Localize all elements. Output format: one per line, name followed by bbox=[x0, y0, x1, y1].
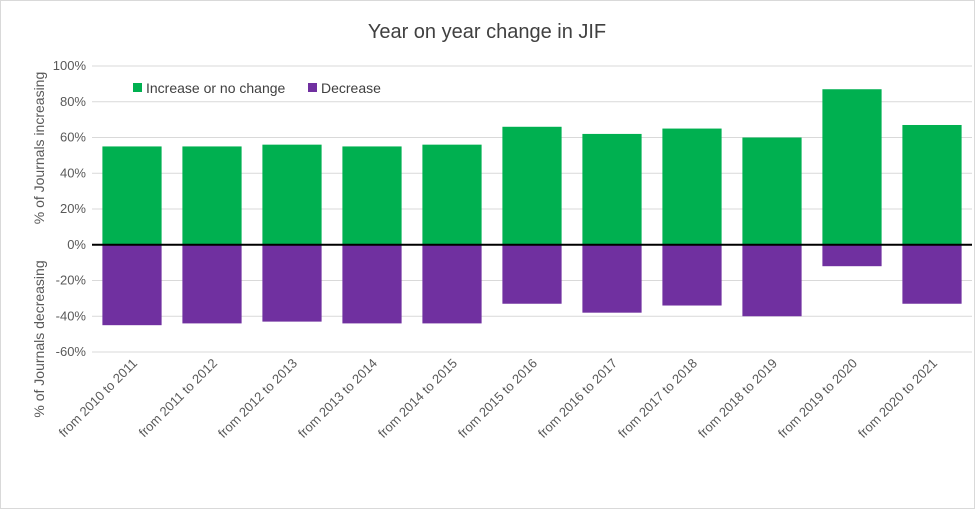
bar-increase bbox=[102, 146, 162, 245]
y-tick-label: 40% bbox=[60, 165, 86, 180]
y-tick-label: -40% bbox=[56, 308, 87, 323]
y-tick-label: 0% bbox=[67, 237, 86, 252]
bar-decrease bbox=[102, 244, 162, 326]
x-tick-label: from 2017 to 2018 bbox=[615, 356, 700, 441]
bar-increase bbox=[822, 89, 882, 245]
bar-increase bbox=[262, 144, 322, 245]
x-tick-label: from 2013 to 2014 bbox=[295, 356, 380, 441]
bar-decrease bbox=[822, 244, 882, 267]
bar-increase bbox=[342, 146, 402, 245]
legend-swatch bbox=[133, 83, 142, 92]
chart-title: Year on year change in JIF bbox=[368, 21, 606, 43]
y-tick-label: -20% bbox=[56, 273, 87, 288]
legend-label: Decrease bbox=[321, 80, 381, 96]
bar-decrease bbox=[262, 244, 322, 322]
x-tick-label: from 2020 to 2021 bbox=[855, 356, 940, 441]
bar-decrease bbox=[582, 244, 642, 313]
bar-decrease bbox=[342, 244, 402, 324]
bar-decrease bbox=[902, 244, 962, 304]
bar-increase bbox=[502, 126, 562, 245]
bar-increase bbox=[182, 146, 242, 245]
x-tick-label: from 2019 to 2020 bbox=[775, 356, 860, 441]
x-tick-label: from 2014 to 2015 bbox=[375, 356, 460, 441]
y-axis-title-top: % of Journals increasing bbox=[31, 72, 47, 225]
bar-increase bbox=[742, 137, 802, 245]
bars bbox=[102, 89, 962, 326]
x-tick-label: from 2011 to 2012 bbox=[136, 356, 221, 441]
y-tick-label: -60% bbox=[56, 344, 87, 359]
legend-swatch bbox=[308, 83, 317, 92]
bar-increase bbox=[662, 128, 722, 245]
y-tick-label: 60% bbox=[60, 130, 86, 145]
bar-decrease bbox=[182, 244, 242, 324]
y-axis-title-bottom: % of Journals decreasing bbox=[31, 260, 47, 417]
legend-label: Increase or no change bbox=[146, 80, 286, 96]
bar-decrease bbox=[422, 244, 482, 324]
x-tick-label: from 2010 to 2011 bbox=[56, 356, 141, 441]
bar-increase bbox=[422, 144, 482, 245]
legend: Increase or no change Decrease bbox=[133, 80, 381, 96]
bar-increase bbox=[902, 124, 962, 245]
x-tick-label: from 2012 to 2013 bbox=[215, 356, 300, 441]
bar-increase bbox=[582, 133, 642, 245]
y-tick-label: 80% bbox=[60, 94, 86, 109]
x-tick-label: from 2016 to 2017 bbox=[535, 356, 620, 441]
bar-decrease bbox=[662, 244, 722, 306]
y-tick-label: 20% bbox=[60, 201, 86, 216]
bar-decrease bbox=[742, 244, 802, 317]
y-tick-labels: -60% -40% -20% 0% 20% 40% 60% 80% 100% bbox=[53, 58, 87, 359]
x-tick-label: from 2015 to 2016 bbox=[455, 356, 540, 441]
x-tick-label: from 2018 to 2019 bbox=[695, 356, 780, 441]
bar-decrease bbox=[502, 244, 562, 304]
y-tick-label: 100% bbox=[53, 58, 87, 73]
